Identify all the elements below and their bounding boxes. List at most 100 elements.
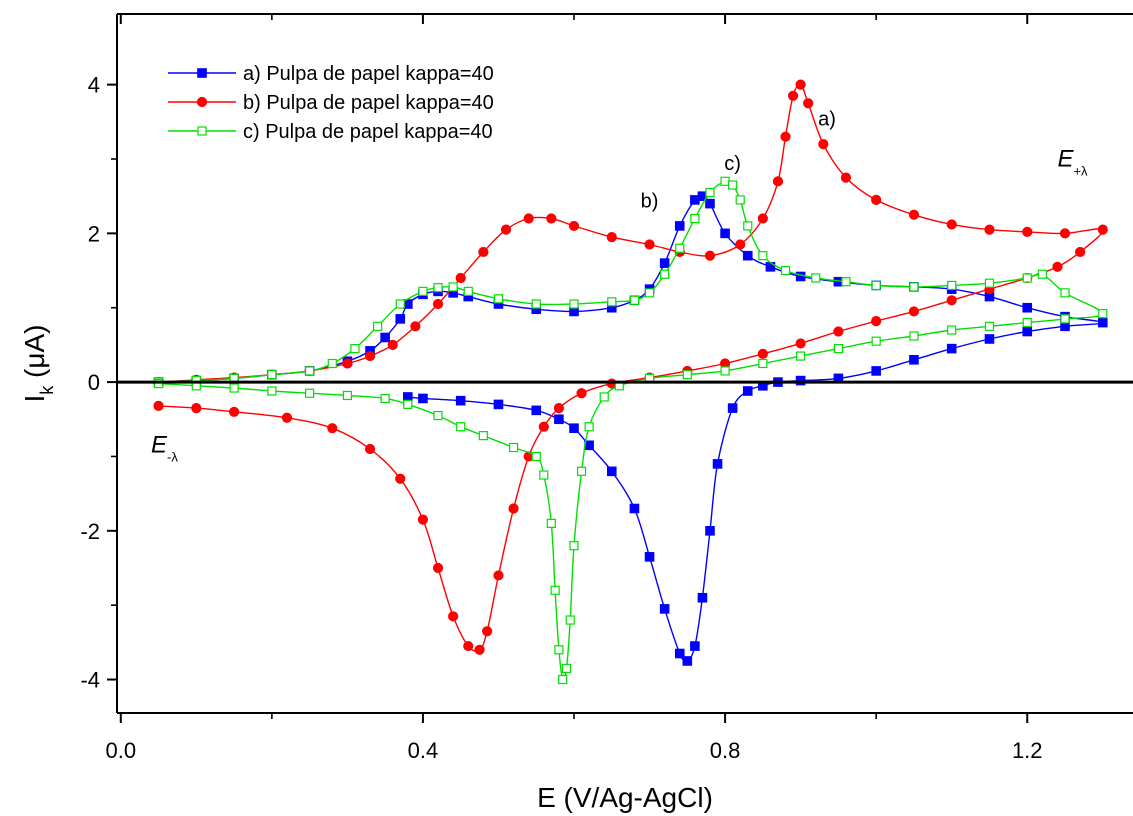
series-a-point	[531, 405, 542, 416]
curve-annotation: a)	[818, 109, 836, 131]
series-b-point	[153, 400, 164, 411]
series-a-point	[690, 641, 700, 651]
series-b-point	[463, 640, 474, 652]
series-a-point	[606, 466, 617, 477]
series-a-point	[682, 656, 693, 666]
series-c-point	[267, 386, 277, 396]
series-b-point	[508, 503, 519, 514]
series-b-point	[1052, 261, 1063, 272]
series-b-point	[500, 224, 512, 235]
series-c-point	[720, 366, 730, 376]
x-tick-label: 0.4	[408, 738, 439, 763]
series-c-point	[558, 674, 568, 685]
series-a-point	[418, 393, 428, 404]
y-tick-label: 2	[88, 221, 100, 246]
series-a-point	[697, 592, 708, 603]
series-c-point	[380, 393, 390, 404]
series-c-point	[550, 585, 560, 595]
series-c-point	[576, 466, 587, 476]
series-b-point	[228, 406, 240, 417]
legend-item-c: c) Pulpa de papel kappa=40	[168, 121, 493, 143]
series-b-point	[523, 213, 534, 224]
series-c-point	[660, 269, 670, 279]
legend-label: a) Pulpa de papel kappa=40	[243, 63, 494, 85]
series-c-point	[531, 299, 541, 309]
series-b-point	[568, 220, 580, 232]
series-b-point	[780, 131, 791, 142]
series-c-point	[833, 344, 843, 354]
series-b-point	[818, 139, 829, 150]
series-c-point	[229, 383, 239, 393]
series-a-point	[674, 648, 685, 659]
y-tick-label: -4	[80, 668, 100, 693]
series-c-point	[599, 392, 609, 402]
series-b-point	[984, 224, 995, 235]
series-c-point	[758, 251, 768, 261]
series-b-point	[553, 403, 565, 414]
potential-label: E+λ	[1057, 145, 1088, 178]
series-b-point	[946, 295, 957, 306]
series-a-point	[1097, 317, 1108, 328]
series-c-point	[546, 518, 556, 528]
series-c-point	[690, 213, 700, 224]
series-c-line	[158, 180, 1104, 682]
series-c-point	[305, 366, 315, 376]
legend: a) Pulpa de papel kappa=40 b) Pulpa de pa…	[168, 63, 494, 143]
series-a-point	[1022, 326, 1033, 337]
series-b-point	[908, 306, 920, 317]
series-c-point	[305, 388, 315, 398]
series-a-point	[742, 386, 753, 396]
series-b-point	[908, 209, 920, 220]
axes-layer: 0.0 0.4 0.8 1.2 -4 -2 0 2 4	[80, 13, 1133, 763]
series-c-point	[984, 321, 995, 331]
series-b-point	[787, 90, 799, 101]
y-tick-label: 0	[88, 370, 100, 395]
legend-label: b) Pulpa de papel kappa=40	[243, 92, 494, 114]
y-axis-title: Ik (μA)	[19, 324, 57, 402]
series-b-point	[606, 231, 617, 243]
series-c-point	[395, 299, 405, 309]
series-b-point	[493, 570, 504, 581]
series-c-point	[433, 410, 443, 421]
series-c-point	[327, 358, 337, 369]
series-c-point	[569, 299, 579, 309]
series-b-point	[387, 339, 398, 351]
series-b-point	[1075, 246, 1086, 258]
series-c-point	[841, 277, 851, 287]
series-b-point	[946, 219, 957, 230]
series-c-point	[456, 422, 466, 432]
legend-marker	[197, 126, 207, 136]
series-a-point	[946, 343, 957, 354]
series-c-point	[1022, 318, 1032, 328]
series-c-point	[720, 176, 730, 186]
series-a-point	[909, 354, 919, 365]
series-c-point	[909, 331, 919, 341]
series-a-point	[705, 198, 715, 209]
series-b-point	[644, 239, 655, 250]
series-a-point	[659, 604, 670, 614]
series-a-point	[727, 403, 738, 413]
series-b-point	[576, 388, 587, 399]
series-b-point	[840, 172, 852, 183]
series-b-point	[803, 98, 814, 109]
series-b-point	[871, 316, 882, 327]
series-b-point	[1097, 224, 1108, 235]
series-a-point	[742, 250, 753, 261]
series-b-point	[364, 350, 376, 362]
x-tick-label: 0.0	[105, 738, 136, 763]
series-c-point	[947, 325, 957, 335]
series-b-point	[455, 272, 466, 284]
series-c-point	[463, 286, 473, 296]
series-c-point	[565, 615, 575, 625]
series-b-point	[795, 79, 806, 90]
series-b-point	[474, 644, 485, 655]
series-a-point	[871, 366, 881, 376]
series-a-point	[455, 395, 466, 406]
series-b-point	[410, 321, 421, 332]
series-c-point	[342, 390, 352, 401]
series-b-point	[757, 213, 768, 224]
series-a-point	[712, 459, 723, 469]
series-c-point	[403, 399, 413, 409]
series-b-point	[1022, 226, 1033, 237]
series-b-point	[546, 213, 557, 224]
